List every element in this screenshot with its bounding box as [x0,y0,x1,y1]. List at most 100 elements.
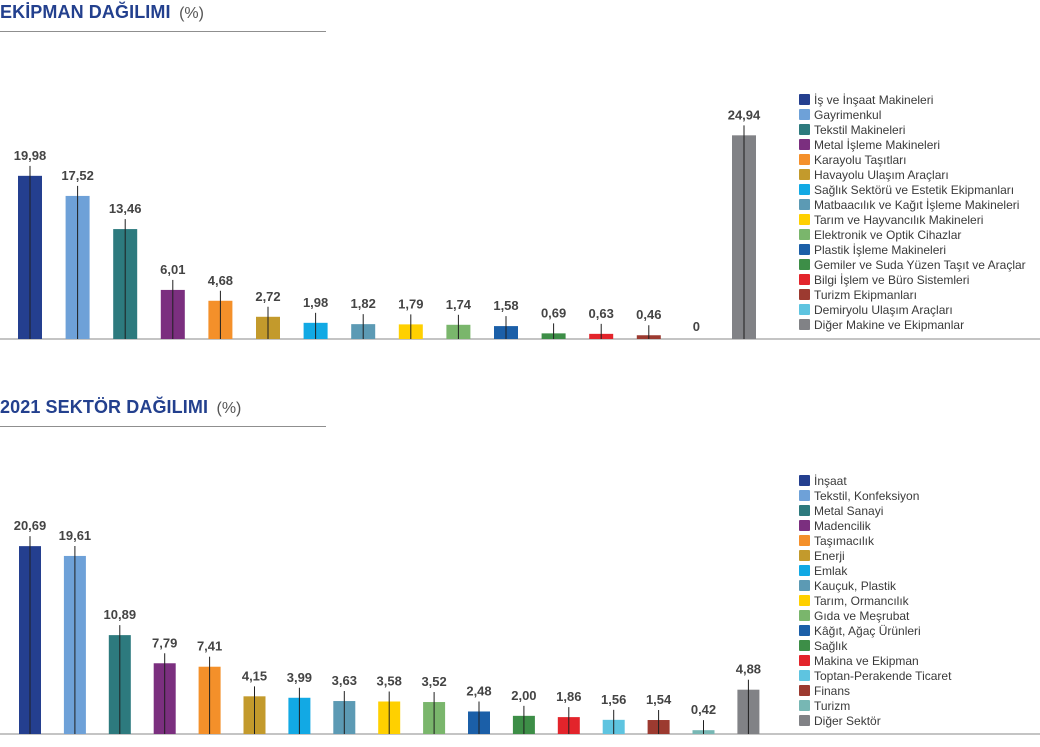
data-label: 20,69 [14,518,47,533]
legend-item: Toptan-Perakende Ticaret [799,669,1031,684]
legend-label: Sağlık Sektörü ve Estetik Ekipmanları [814,183,1015,197]
legend-swatch [799,625,810,636]
data-label: 0,63 [589,306,614,321]
legend-item: Gemiler ve Suda Yüzen Taşıt ve Araçlar [799,258,1031,273]
legend-swatch [799,154,810,165]
legend-item: Karayolu Taşıtları [799,153,1031,168]
legend-swatch [799,139,810,150]
legend-label: Sağlık [814,639,848,653]
legend-item: Turizm Ekipmanları [799,288,1031,303]
data-label: 3,52 [421,674,446,689]
sector-distribution-chart: 2021 SEKTÖR DAĞILIMI (%) 20,69 19,61 10,89… [0,395,1040,747]
legend-item: Gayrimenkul [799,108,1031,123]
legend-label: Bilgi İşlem ve Büro Sistemleri [814,273,970,287]
legend-item: Finans [799,684,1031,699]
legend-item: Sağlık Sektörü ve Estetik Ekipmanları [799,183,1031,198]
legend-label: İş ve İnşaat Makineleri [814,93,934,107]
legend-item: Matbaacılık ve Kağıt İşleme Makineleri [799,198,1031,213]
legend-label: Tarım ve Hayvancılık Makineleri [814,213,984,227]
legend-swatch [799,214,810,225]
data-label: 6,01 [160,262,185,277]
legend-label: Finans [814,684,851,698]
legend-swatch [799,640,810,651]
legend-label: Karayolu Taşıtları [814,153,907,167]
legend-label: Gemiler ve Suda Yüzen Taşıt ve Araçlar [814,258,1026,272]
legend-swatch [799,109,810,120]
chart-title-suffix: (%) [216,400,242,417]
legend-swatch [799,199,810,210]
data-label: 4,15 [242,668,267,683]
data-label: 2,00 [511,688,536,703]
legend-item: Havayolu Ulaşım Araçları [799,168,1031,183]
legend-swatch [799,229,810,240]
legend-item: Tarım ve Hayvancılık Makineleri [799,213,1031,228]
legend-item: Metal Sanayi [799,504,1031,519]
legend-swatch [799,94,810,105]
legend-label: Gıda ve Meşrubat [814,609,910,623]
legend-item: Tekstil Makineleri [799,123,1031,138]
legend-label: Diğer Sektör [814,714,881,728]
legend-label: Kâğıt, Ağaç Ürünleri [814,624,921,638]
legend-swatch [799,304,810,315]
legend-label: Tekstil Makineleri [814,123,906,137]
data-label: 10,89 [104,607,137,622]
legend-item: Kâğıt, Ağaç Ürünleri [799,624,1031,639]
legend-item: Demiryolu Ulaşım Araçları [799,303,1031,318]
legend-label: İnşaat [814,474,847,488]
data-label: 17,52 [61,168,94,183]
legend-item: İş ve İnşaat Makineleri [799,93,1031,108]
legend-swatch [799,565,810,576]
legend-item: İnşaat [799,474,1031,489]
legend-item: Elektronik ve Optik Cihazlar [799,228,1031,243]
legend-label: Matbaacılık ve Kağıt İşleme Makineleri [814,198,1020,212]
data-label: 0,42 [691,702,716,717]
data-label: 24,94 [728,107,761,122]
data-label: 4,88 [736,662,761,677]
legend-label: Tarım, Ormancılık [814,594,909,608]
data-label: 2,72 [255,289,280,304]
legend-label: Makina ve Ekipman [814,654,919,668]
legend-item: Bilgi İşlem ve Büro Sistemleri [799,273,1031,288]
legend-label: Turizm [814,699,851,713]
legend-swatch [799,274,810,285]
legend-swatch [799,124,810,135]
data-label: 1,58 [493,298,518,313]
legend-item: Metal İşleme Makineleri [799,138,1031,153]
data-label: 1,54 [646,692,672,707]
sector-legend: İnşaat Tekstil, Konfeksiyon Metal Sanayi Ma… [799,474,1031,729]
data-label: 1,56 [601,692,626,707]
legend-label: Toptan-Perakende Ticaret [814,669,952,683]
legend-label: Elektronik ve Optik Cihazlar [814,228,962,242]
legend-item: Turizm [799,699,1031,714]
legend-swatch [799,475,810,486]
legend-swatch [799,244,810,255]
legend-item: Tarım, Ormancılık [799,594,1031,609]
legend-swatch [799,685,810,696]
legend-swatch [799,259,810,270]
legend-item: Plastik İşleme Makineleri [799,243,1031,258]
legend-label: Turizm Ekipmanları [814,288,917,302]
data-label: 0,46 [636,307,661,322]
legend-swatch [799,670,810,681]
data-label: 1,79 [398,296,423,311]
data-label: 2,48 [466,683,491,698]
legend-swatch [799,715,810,726]
legend-swatch [799,535,810,546]
chart-title-row: EKİPMAN DAĞILIMI (%) [0,2,326,32]
data-label: 1,86 [556,689,581,704]
legend-label: Madencilik [814,519,871,533]
legend-item: Taşımacılık [799,534,1031,549]
equipment-legend: İş ve İnşaat Makineleri Gayrimenkul Teksti… [799,93,1031,333]
legend-swatch [799,610,810,621]
legend-label: Taşımacılık [814,534,875,548]
data-label: 1,82 [351,296,376,311]
chart-title-row: 2021 SEKTÖR DAĞILIMI (%) [0,397,326,427]
legend-item: Tekstil, Konfeksiyon [799,489,1031,504]
legend-label: Kauçuk, Plastik [814,579,897,593]
legend-item: Madencilik [799,519,1031,534]
legend-item: Emlak [799,564,1031,579]
legend-swatch [799,700,810,711]
legend-item: Sağlık [799,639,1031,654]
legend-swatch [799,580,810,591]
legend-label: Demiryolu Ulaşım Araçları [814,303,953,317]
